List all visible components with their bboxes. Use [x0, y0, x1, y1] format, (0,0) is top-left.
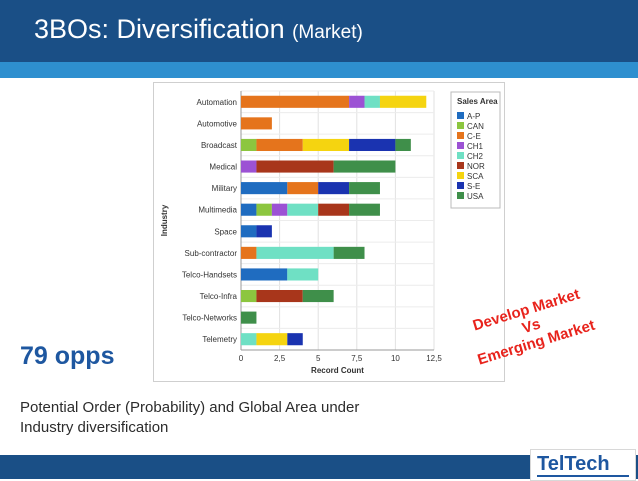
legend-swatch [457, 152, 464, 159]
category-label: Broadcast [201, 141, 238, 150]
bar-segment [241, 138, 257, 152]
y-axis-title: Industry [160, 204, 169, 236]
category-label: Telco-Infra [200, 292, 238, 301]
category-label: Multimedia [198, 206, 237, 215]
legend-swatch [457, 122, 464, 129]
x-tick-label: 0 [239, 354, 244, 363]
title-subtitle: (Market) [292, 22, 363, 43]
category-label: Space [214, 227, 237, 236]
header-stripe [0, 62, 638, 78]
legend-swatch [457, 142, 464, 149]
bar-segment [241, 225, 257, 238]
legend-swatch [457, 182, 464, 189]
bar-segment [241, 246, 257, 259]
x-tick-label: 5 [316, 354, 321, 363]
bar-segment [364, 95, 380, 108]
legend-entry: A-P [467, 112, 480, 121]
bar-segment [287, 182, 319, 195]
category-label: Automotive [197, 119, 238, 128]
bar-segment [241, 95, 350, 108]
legend-swatch [457, 192, 464, 199]
legend-entry: CH2 [467, 152, 484, 161]
bar-segment [287, 333, 303, 346]
bar-segment [256, 138, 303, 152]
stacked-bar-chart: 0 2,5 5 7,5 10 12,5 Automation Automotive Broadc… [160, 90, 501, 375]
title-main: 3BOs: Diversification [34, 14, 285, 44]
bar-segment [302, 138, 350, 152]
legend-entry: CH1 [467, 142, 484, 151]
legend-swatch [457, 172, 464, 179]
bar-segment [256, 246, 334, 259]
category-label: Telco-Handsets [182, 270, 237, 279]
teltech-logo: TelTech [530, 449, 636, 481]
category-label: Telco-Networks [182, 314, 237, 323]
slide-caption: Potential Order (Probability) and Global… [20, 399, 360, 436]
legend-entry: NOR [467, 162, 485, 171]
legend-swatch [457, 112, 464, 119]
bar-segment [379, 95, 427, 108]
legend-entry: USA [467, 192, 484, 201]
bar-segment [241, 160, 257, 173]
bar-segment [318, 182, 350, 195]
legend-entry: CAN [467, 122, 484, 131]
legend-title: Sales Area [457, 97, 498, 106]
opps-count: 79 opps [20, 342, 115, 370]
category-label: Medical [209, 163, 237, 172]
x-tick-label: 12,5 [426, 354, 442, 363]
bar-segment [241, 289, 257, 303]
bar-segment [256, 333, 288, 346]
bar-segment [395, 138, 411, 152]
x-tick-label: 2,5 [274, 354, 286, 363]
category-label: Military [212, 184, 237, 193]
bar-segment [241, 203, 257, 216]
chart-panel: 0 2,5 5 7,5 10 12,5 Automation Automotive Broadc… [153, 82, 505, 382]
legend-swatch [457, 132, 464, 139]
bar-segment [349, 203, 380, 216]
bar-segment [287, 203, 319, 216]
legend-entry: SCA [467, 172, 484, 181]
x-tick-label: 10 [391, 354, 400, 363]
bar-segment [271, 203, 288, 216]
bar-segment [302, 289, 334, 303]
bar-segment [333, 160, 396, 173]
bar-segment [349, 138, 396, 152]
x-axis-title: Record Count [311, 366, 364, 375]
category-label: Automation [197, 98, 237, 107]
logo-text: TelTech [537, 453, 610, 475]
bar-segment [333, 246, 365, 259]
legend-entry: S-E [467, 182, 480, 191]
bar-segment [241, 333, 257, 346]
bar-segment [287, 268, 319, 281]
bar-segment [256, 289, 303, 303]
slide-title: 3BOs: Diversification (Market) [34, 14, 363, 45]
category-label: Telemetry [202, 335, 237, 344]
x-tick-label: 7,5 [351, 354, 363, 363]
category-label: Sub-contractor [185, 249, 238, 258]
bar-segment [241, 268, 288, 281]
legend-entry: C-E [467, 132, 481, 141]
bar-segment [256, 160, 334, 173]
bar-segment [318, 203, 350, 216]
bar-segment [256, 203, 272, 216]
bar-segment [349, 95, 365, 108]
legend-swatch [457, 162, 464, 169]
slide-header [0, 0, 638, 62]
bar-segment [241, 182, 288, 195]
bar-segment [256, 225, 272, 238]
logo-underline [537, 475, 629, 477]
bar-segment [241, 311, 257, 324]
bar-segment [349, 182, 380, 195]
bar-segment [241, 117, 272, 130]
